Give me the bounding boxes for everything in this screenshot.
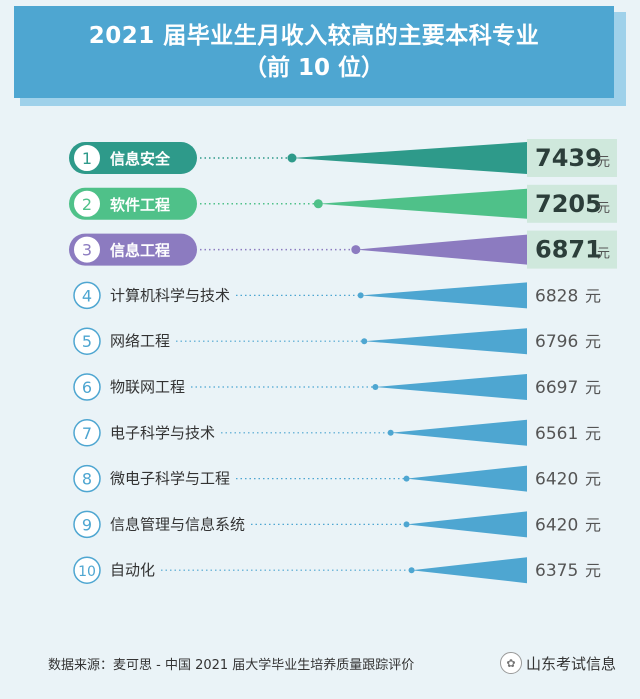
wedge-tip-dot-6 — [372, 384, 379, 390]
value-wedge-4 — [360, 282, 527, 309]
rank-badge-4 — [73, 281, 101, 310]
value-wedge-2 — [318, 188, 527, 219]
rank-badge-1 — [72, 143, 102, 173]
value-wedge-9 — [406, 511, 527, 538]
unit-label-9: 元 — [585, 515, 601, 534]
value-label-3: 6871 — [535, 236, 602, 264]
rank-number-4: 4 — [82, 286, 92, 305]
wedge-tip-dot-2 — [313, 199, 323, 209]
wedge-tip-dot-7 — [387, 429, 394, 436]
major-label-8: 微电子科学与工程 — [110, 470, 230, 488]
value-box-8 — [527, 462, 617, 495]
major-label-2: 软件工程 — [110, 196, 170, 214]
rank-badge-7 — [73, 419, 101, 447]
rank-badge-6 — [73, 373, 101, 401]
chart-subtitle: （前 10 位） — [243, 55, 385, 81]
rank-badge-3 — [72, 234, 102, 265]
unit-label-2: 元 — [597, 201, 610, 216]
rank-badge-2 — [72, 188, 102, 219]
value-box-10 — [527, 554, 617, 587]
unit-label-5: 元 — [585, 332, 601, 351]
value-wedge-6 — [375, 374, 527, 400]
rank-number-9: 9 — [82, 515, 92, 534]
major-label-4: 计算机科学与技术 — [110, 286, 230, 304]
value-box-4 — [527, 279, 617, 312]
wedge-tip-dot-1 — [287, 153, 297, 163]
value-label-6: 6697 — [535, 378, 578, 398]
major-label-10: 自动化 — [110, 561, 155, 579]
wedge-tip-dot-3 — [351, 245, 361, 255]
unit-label-1: 元 — [597, 155, 610, 170]
unit-label-10: 元 — [585, 561, 601, 580]
rank-number-8: 8 — [82, 470, 92, 489]
value-label-1: 7439 — [535, 144, 602, 172]
rank-badge-10 — [73, 556, 101, 584]
value-box-1 — [527, 139, 617, 177]
wedge-tip-dot-4 — [357, 292, 364, 299]
rank-pill-1 — [69, 142, 197, 174]
value-label-10: 6375 — [535, 561, 578, 581]
value-wedge-3 — [355, 234, 527, 265]
value-label-7: 6561 — [535, 424, 578, 444]
rank-number-7: 7 — [82, 424, 92, 443]
data-source-note: 数据来源：麦可思 - 中国 2021 届大学毕业生培养质量跟踪评价 — [48, 658, 415, 673]
value-wedge-10 — [411, 557, 527, 584]
rank-number-6: 6 — [82, 378, 92, 397]
major-label-1: 信息安全 — [110, 150, 171, 168]
major-label-6: 物联网工程 — [110, 378, 185, 396]
title-banner: 2021 届毕业生月收入较高的主要本科专业 （前 10 位） — [14, 6, 614, 98]
unit-label-3: 元 — [597, 247, 610, 262]
value-label-9: 6420 — [535, 515, 578, 535]
value-wedge-1 — [292, 142, 527, 174]
value-box-7 — [527, 416, 617, 449]
value-wedge-5 — [364, 328, 527, 355]
value-label-5: 6796 — [535, 332, 578, 352]
value-label-8: 6420 — [535, 470, 578, 490]
rank-badge-9 — [73, 510, 101, 539]
rank-number-2: 2 — [82, 195, 92, 214]
value-wedge-8 — [406, 465, 527, 492]
rank-number-10: 10 — [78, 564, 96, 580]
rank-number-5: 5 — [82, 332, 92, 351]
value-label-2: 7205 — [535, 190, 602, 218]
value-box-9 — [527, 508, 617, 541]
wedge-tip-dot-9 — [403, 521, 410, 528]
unit-label-6: 元 — [585, 378, 601, 397]
rank-pill-2 — [69, 187, 197, 220]
value-box-2 — [527, 184, 617, 223]
rank-number-1: 1 — [82, 149, 92, 168]
wedge-tip-dot-5 — [361, 338, 368, 345]
value-box-6 — [527, 371, 617, 403]
unit-label-7: 元 — [585, 424, 601, 443]
rank-pill-3 — [69, 233, 197, 266]
rank-badge-8 — [73, 464, 101, 493]
rank-number-3: 3 — [82, 241, 92, 260]
rank-badge-5 — [73, 327, 101, 355]
major-label-7: 电子科学与技术 — [110, 424, 215, 442]
value-box-3 — [527, 230, 617, 269]
watermark: ✿ 山东考试信息 — [500, 652, 616, 674]
unit-label-8: 元 — [585, 470, 601, 489]
major-label-9: 信息管理与信息系统 — [110, 515, 245, 533]
wechat-logo-icon: ✿ — [500, 652, 522, 674]
unit-label-4: 元 — [585, 286, 601, 305]
value-label-4: 6828 — [535, 286, 578, 306]
major-label-5: 网络工程 — [110, 332, 170, 350]
value-wedge-7 — [390, 419, 527, 446]
chart-title: 2021 届毕业生月收入较高的主要本科专业 — [88, 23, 540, 49]
value-box-5 — [527, 325, 617, 358]
major-label-3: 信息工程 — [110, 242, 170, 260]
watermark-text: 山东考试信息 — [526, 654, 617, 673]
wedge-tip-dot-8 — [403, 475, 410, 482]
wedge-tip-dot-10 — [408, 567, 415, 574]
